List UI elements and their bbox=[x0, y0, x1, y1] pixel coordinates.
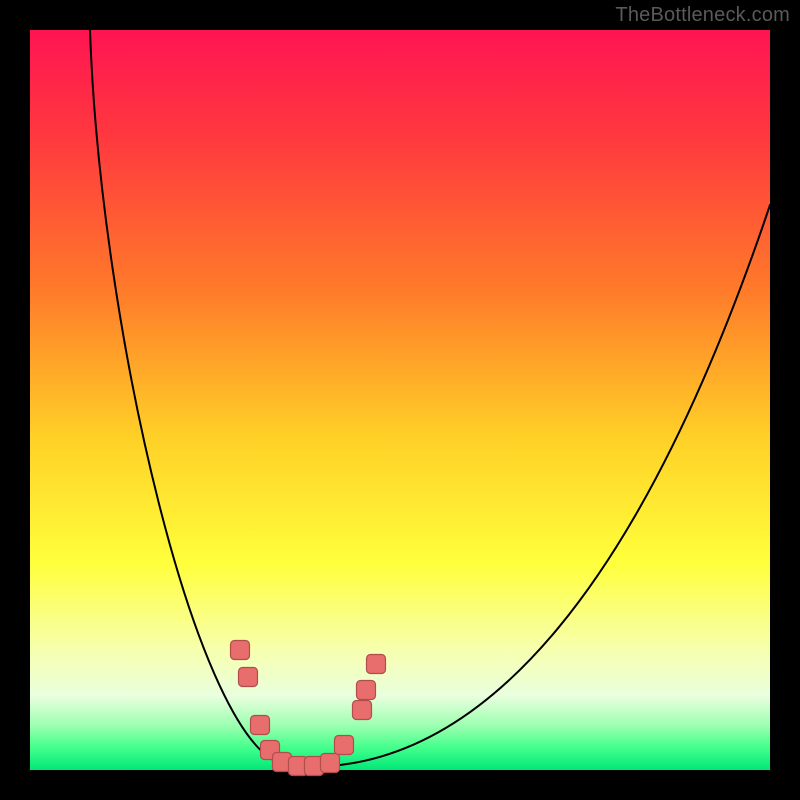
data-marker bbox=[231, 641, 250, 660]
data-marker bbox=[335, 736, 354, 755]
data-marker bbox=[251, 716, 270, 735]
data-marker bbox=[321, 754, 340, 773]
data-marker bbox=[357, 681, 376, 700]
heat-gradient-area bbox=[30, 30, 770, 770]
bottleneck-chart bbox=[0, 0, 800, 800]
data-marker bbox=[239, 668, 258, 687]
watermark-text: TheBottleneck.com bbox=[615, 4, 790, 27]
data-marker bbox=[367, 655, 386, 674]
data-marker bbox=[353, 701, 372, 720]
